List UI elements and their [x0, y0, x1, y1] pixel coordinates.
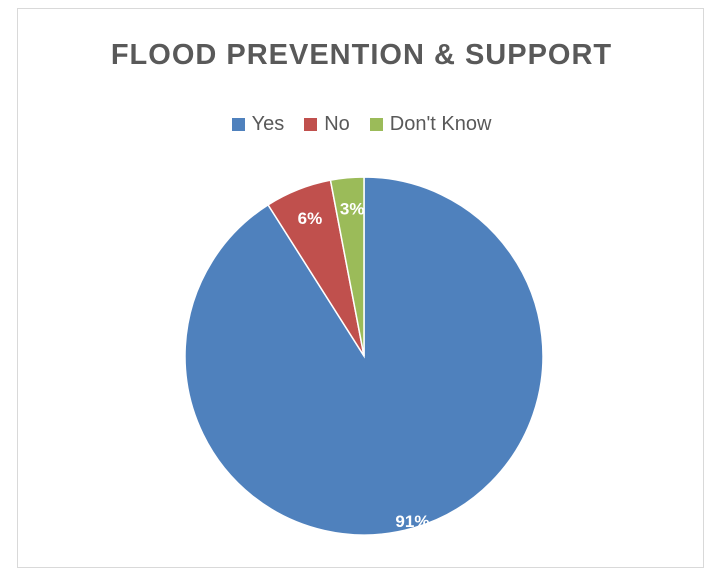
- pie-plot: 91% 6% 3%: [184, 176, 544, 536]
- legend-item-dont-know: Don't Know: [369, 113, 492, 136]
- legend-item-no: No: [304, 113, 350, 136]
- data-label-no: 6%: [298, 209, 323, 228]
- legend-label-yes: Yes: [251, 113, 285, 135]
- chart-title: FLOOD PREVENTION & SUPPORT: [110, 39, 613, 71]
- legend-swatch-dont-know: [369, 118, 383, 131]
- legend-swatch-yes: [231, 118, 245, 131]
- legend-swatch-no: [304, 118, 318, 131]
- data-label-dont-know: 3%: [340, 199, 365, 218]
- pie-slice-yes: [184, 176, 544, 536]
- chart-area: FLOOD PREVENTION & SUPPORT Yes No Don't …: [17, 8, 704, 568]
- legend-label-dont-know: Don't Know: [389, 113, 492, 135]
- legend-item-yes: Yes: [231, 113, 285, 136]
- legend: Yes No Don't Know: [18, 113, 705, 136]
- data-label-yes: 91%: [395, 512, 429, 531]
- pie-slice-dont-know: [329, 176, 365, 357]
- legend-label-no: No: [324, 113, 350, 135]
